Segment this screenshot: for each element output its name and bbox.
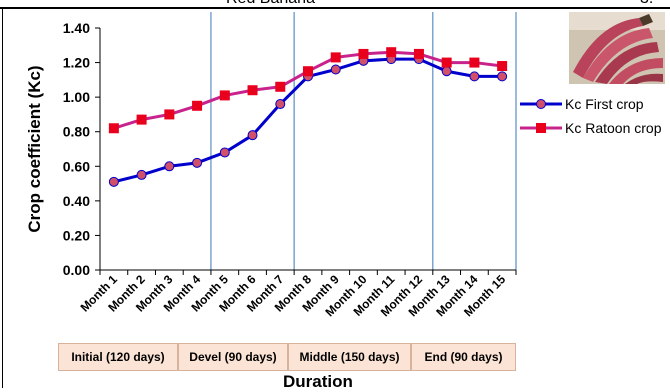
red-banana-photo xyxy=(569,12,665,84)
phase-initial: Initial (120 days) xyxy=(58,343,178,371)
series-1-point xyxy=(497,71,508,82)
phase-development: Devel (90 days) xyxy=(178,343,288,371)
legend-label-first-crop: Kc First crop xyxy=(565,96,644,112)
series-1-point xyxy=(247,130,258,141)
series-2-point xyxy=(219,90,230,101)
series-1-point xyxy=(441,66,452,77)
y-tick-label: 0.80 xyxy=(63,124,90,140)
series-2-point xyxy=(275,81,286,92)
series-2-point xyxy=(330,52,341,63)
series-2-point xyxy=(386,47,397,58)
series-2-point xyxy=(108,123,119,134)
y-tick-label: 0.40 xyxy=(63,193,90,209)
series-1-point xyxy=(275,99,286,110)
series-2-point xyxy=(441,57,452,68)
series-2-point xyxy=(497,61,508,72)
series-1-point xyxy=(219,147,230,158)
header-rule xyxy=(0,7,670,9)
y-tick-label: 0.00 xyxy=(63,262,90,278)
y-tick-label: 0.20 xyxy=(63,227,90,243)
series-1-point xyxy=(330,64,341,75)
series-2-point xyxy=(136,114,147,125)
series-1-point xyxy=(108,176,119,187)
legend: Kc First crop Kc Ratoon crop xyxy=(520,92,670,140)
series-2-point xyxy=(303,66,313,77)
series-2-point xyxy=(247,85,258,96)
series-1-point xyxy=(192,157,203,168)
header-page-number: 3. xyxy=(640,0,653,8)
series-1-point xyxy=(164,161,175,172)
series-2-point xyxy=(164,109,175,120)
series-2-point xyxy=(469,57,480,68)
phase-end: End (90 days) xyxy=(411,343,516,371)
series-1-point xyxy=(136,169,147,180)
series-1-point xyxy=(469,71,480,82)
header-title: Red Banana xyxy=(226,0,315,8)
x-axis-title: Duration xyxy=(283,372,353,391)
legend-item-first-crop: Kc First crop xyxy=(520,92,670,116)
y-tick-label: 1.00 xyxy=(63,89,90,105)
legend-label-ratoon-crop: Kc Ratoon crop xyxy=(565,120,662,136)
series-2-point xyxy=(358,48,369,59)
legend-marker-square-icon xyxy=(520,123,562,133)
series-2-point xyxy=(413,48,424,59)
y-tick-label: 1.40 xyxy=(63,20,90,36)
growth-phase-bar: Initial (120 days) Devel (90 days) Middl… xyxy=(58,343,516,371)
phase-middle: Middle (150 days) xyxy=(288,343,411,371)
figure-left-border xyxy=(2,7,3,388)
y-tick-label: 0.60 xyxy=(63,158,90,174)
legend-marker-circle-icon xyxy=(520,99,562,109)
series-2-point xyxy=(192,100,203,111)
y-tick-label: 1.20 xyxy=(63,55,90,71)
legend-item-ratoon-crop: Kc Ratoon crop xyxy=(520,116,670,140)
y-axis-title: Crop coefficient (Kc) xyxy=(25,65,44,232)
